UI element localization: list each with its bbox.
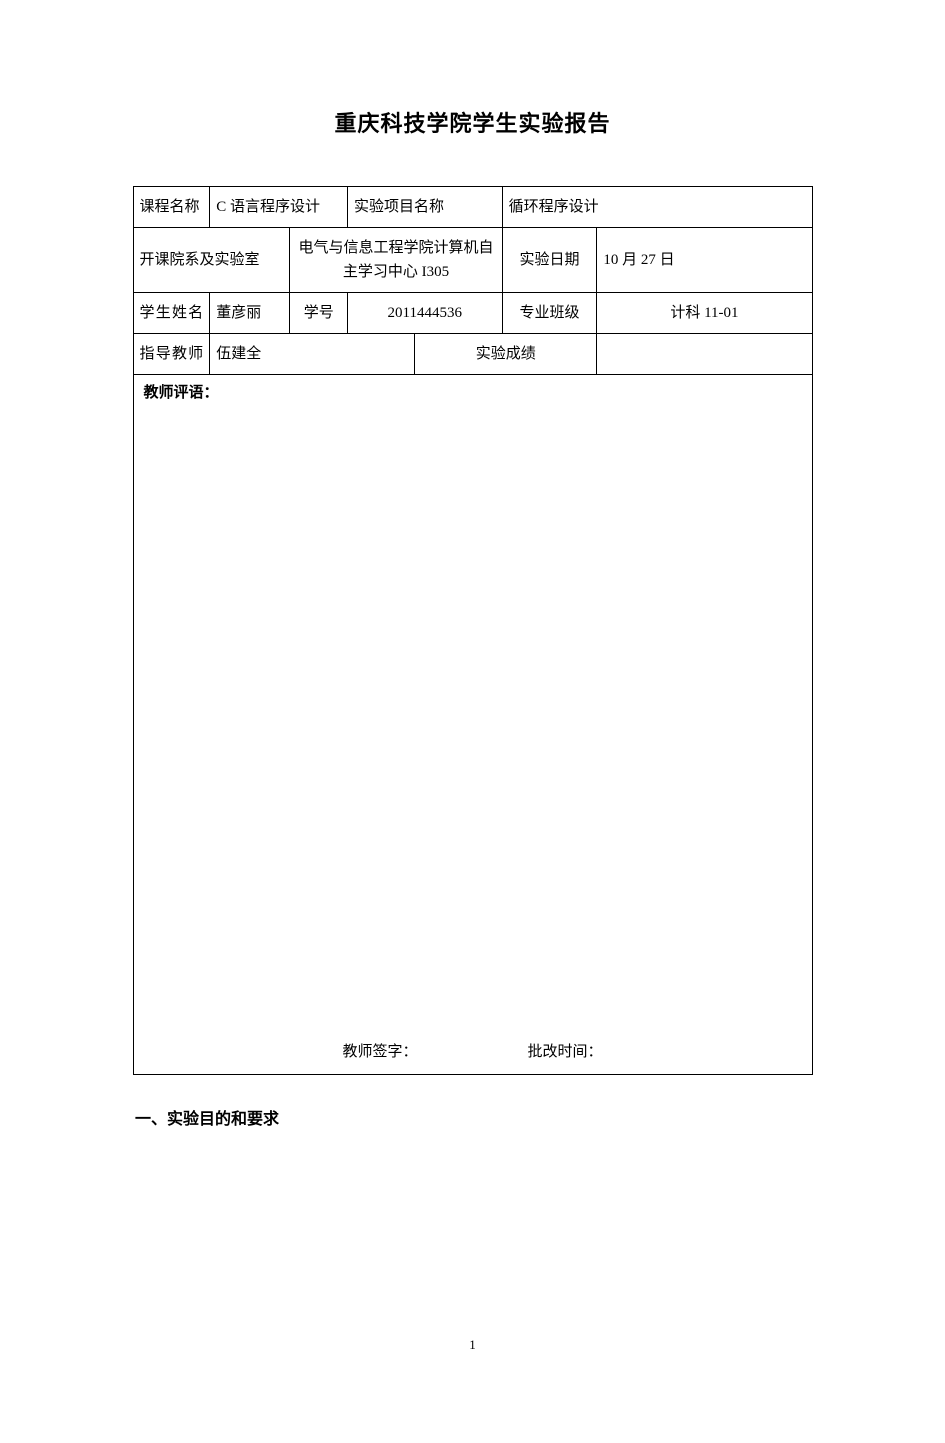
label-department-lab: 开课院系及实验室 [133,228,290,293]
label-teacher-comments: 教师评语： [144,381,219,405]
value-department-lab: 电气与信息工程学院计算机自主学习中心 I305 [290,228,502,293]
table-row: 课程名称 C 语言程序设计 实验项目名称 循环程序设计 [133,187,812,228]
section-heading-1: 一、实验目的和要求 [135,1105,945,1129]
label-student-name: 学生姓名 [133,293,210,334]
value-course-name: C 语言程序设计 [210,187,348,228]
table-row: 指导教师 伍建全 实验成绩 [133,334,812,375]
page-number: 1 [469,1337,476,1353]
label-course-name: 课程名称 [133,187,210,228]
label-teacher-signature: 教师签字： [342,1040,417,1064]
value-experiment-date: 10 月 27 日 [597,228,812,293]
value-class: 计科 11-01 [597,293,812,334]
table-row: 开课院系及实验室 电气与信息工程学院计算机自主学习中心 I305 实验日期 10… [133,228,812,293]
value-score [597,334,812,375]
signature-row: 教师签字： 批改时间： [134,1040,812,1064]
label-instructor: 指导教师 [133,334,210,375]
value-instructor: 伍建全 [210,334,415,375]
value-student-id: 2011444536 [347,293,502,334]
value-project-name: 循环程序设计 [502,187,812,228]
value-student-name: 董彦丽 [210,293,290,334]
report-table: 课程名称 C 语言程序设计 实验项目名称 循环程序设计 开课院系及实验室 电气与… [133,186,813,1075]
label-student-id: 学号 [290,293,348,334]
page-title: 重庆科技学院学生实验报告 [0,106,945,138]
teacher-comments-box: 教师评语： 教师签字： 批改时间： [133,375,812,1075]
label-project-name: 实验项目名称 [347,187,502,228]
label-class: 专业班级 [502,293,597,334]
label-experiment-date: 实验日期 [502,228,597,293]
label-score: 实验成绩 [415,334,597,375]
table-row: 教师评语： 教师签字： 批改时间： [133,375,812,1075]
label-review-time: 批改时间： [528,1040,603,1064]
table-row: 学生姓名 董彦丽 学号 2011444536 专业班级 计科 11-01 [133,293,812,334]
